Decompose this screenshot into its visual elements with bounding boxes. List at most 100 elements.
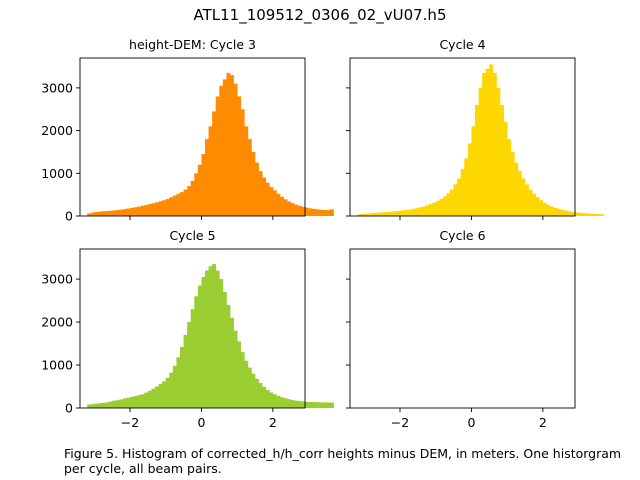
- histogram-bar: [137, 395, 142, 408]
- panel-title: height-DEM: Cycle 3: [129, 37, 256, 52]
- histogram-bar: [446, 193, 451, 216]
- histogram-bar: [575, 212, 579, 216]
- histogram-bar: [489, 64, 494, 216]
- histogram-bar: [308, 401, 313, 408]
- histogram-bar: [219, 85, 224, 216]
- histogram-bar: [155, 202, 159, 216]
- histogram-bar: [546, 204, 551, 216]
- histogram-bar: [596, 214, 601, 216]
- histogram-bar: [305, 401, 309, 408]
- histogram-bar: [503, 122, 508, 216]
- histogram-bar: [407, 209, 412, 216]
- histogram-bar: [550, 206, 554, 216]
- histogram-bar: [133, 395, 138, 408]
- histogram-bar: [187, 186, 192, 216]
- histogram-bar: [190, 309, 195, 408]
- histogram-bar: [212, 264, 217, 408]
- histogram-bar: [542, 202, 547, 216]
- histogram-bar: [233, 330, 238, 408]
- histogram-bar: [403, 210, 408, 216]
- histogram-bar: [126, 208, 131, 216]
- histogram-bar: [312, 208, 317, 216]
- y-tick-label: 2000: [41, 315, 73, 330]
- histogram-bar: [222, 79, 227, 216]
- y-tick-label: 1000: [41, 358, 73, 373]
- histogram-bar: [87, 213, 92, 216]
- histogram-bar: [183, 334, 188, 408]
- histogram-bar: [226, 304, 231, 408]
- histogram-bar: [371, 213, 376, 216]
- histogram-bar: [130, 396, 134, 408]
- histogram-bar: [280, 397, 284, 408]
- histogram-bar: [258, 171, 263, 216]
- x-tick-label: 2: [269, 415, 277, 430]
- histogram-bar: [87, 404, 92, 408]
- histogram-bar: [414, 208, 419, 216]
- x-tick-label: −2: [391, 415, 409, 430]
- histogram-bar: [360, 213, 365, 216]
- histogram-bar: [482, 72, 487, 216]
- histogram-bar: [197, 285, 202, 408]
- x-tick-label: 0: [467, 415, 475, 430]
- histogram-bar: [237, 96, 242, 216]
- histogram-bar: [147, 390, 152, 408]
- histogram-bar: [219, 279, 224, 408]
- histogram-bar: [442, 196, 447, 216]
- histogram-bar: [251, 373, 256, 408]
- y-tick-label: 3000: [41, 80, 73, 95]
- y-tick-label: 2000: [41, 123, 73, 138]
- histogram-bar: [582, 213, 587, 216]
- histogram-bar: [457, 178, 462, 216]
- histogram-bar: [385, 211, 390, 216]
- panel-1: height-DEM: Cycle 3 0 1000 2000 3000: [41, 37, 334, 224]
- histogram-bar: [105, 402, 109, 408]
- histogram-bar: [97, 211, 102, 216]
- histogram-bar: [201, 154, 206, 216]
- histogram-bar: [553, 207, 558, 216]
- histogram-bar: [600, 214, 604, 216]
- histogram-bar: [478, 87, 483, 216]
- histogram-bar: [130, 207, 134, 216]
- histogram-bar: [571, 211, 576, 216]
- histogram-bar: [112, 400, 117, 408]
- histogram-bar: [435, 201, 440, 216]
- histogram-bar: [392, 211, 397, 216]
- panel-title: Cycle 4: [439, 37, 485, 52]
- histogram-bar: [265, 389, 270, 408]
- histogram-bar: [301, 206, 306, 216]
- histogram-bar: [410, 208, 415, 216]
- figure-caption: Figure 5. Histogram of corrected_h/h_cor…: [64, 446, 622, 476]
- histogram-bar: [126, 397, 131, 408]
- histogram-bar: [290, 400, 295, 408]
- histogram-bar: [535, 197, 540, 216]
- axes-frame: [79, 248, 306, 409]
- histogram-bar: [151, 388, 156, 408]
- histogram-bar: [101, 211, 106, 216]
- histogram-bar: [319, 209, 324, 216]
- histogram-bar: [560, 209, 565, 216]
- histogram-bar: [500, 104, 504, 216]
- histogram-bar: [280, 196, 284, 216]
- histogram-bar: [133, 207, 138, 216]
- panel-title: Cycle 6: [439, 228, 485, 243]
- histogram-bar: [564, 210, 569, 216]
- panel-title: Cycle 5: [169, 228, 215, 243]
- x-tick-label: 2: [539, 415, 547, 430]
- histogram-bar: [467, 143, 472, 216]
- histogram-bar: [108, 401, 113, 408]
- histogram-bar: [115, 210, 120, 216]
- x-tick-label: −2: [121, 415, 139, 430]
- histogram-bar: [258, 383, 263, 408]
- histogram-bar: [464, 158, 469, 216]
- histogram-bar: [247, 367, 252, 408]
- histogram-bar: [165, 198, 170, 216]
- histogram-bar: [230, 75, 234, 216]
- histogram-bar: [308, 208, 313, 216]
- histogram-bar: [180, 192, 184, 216]
- histogram-bar: [315, 209, 320, 216]
- histogram-bar: [94, 403, 99, 408]
- y-tick-label: 0: [65, 209, 73, 224]
- histogram-bar: [315, 402, 320, 408]
- histogram-bar: [330, 209, 334, 216]
